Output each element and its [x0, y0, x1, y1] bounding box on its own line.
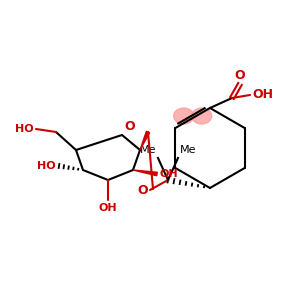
- Text: HO: HO: [15, 124, 34, 134]
- Text: OH: OH: [99, 203, 117, 213]
- Ellipse shape: [192, 108, 212, 124]
- Text: OH: OH: [160, 169, 178, 179]
- Text: OH: OH: [252, 88, 273, 100]
- Text: O: O: [235, 69, 245, 82]
- Text: Me: Me: [140, 145, 156, 155]
- Ellipse shape: [174, 108, 194, 124]
- Text: HO: HO: [38, 161, 56, 171]
- Text: Me: Me: [180, 145, 196, 155]
- Text: O: O: [137, 184, 148, 197]
- Polygon shape: [133, 170, 157, 176]
- Text: O: O: [124, 120, 135, 133]
- Polygon shape: [140, 131, 150, 150]
